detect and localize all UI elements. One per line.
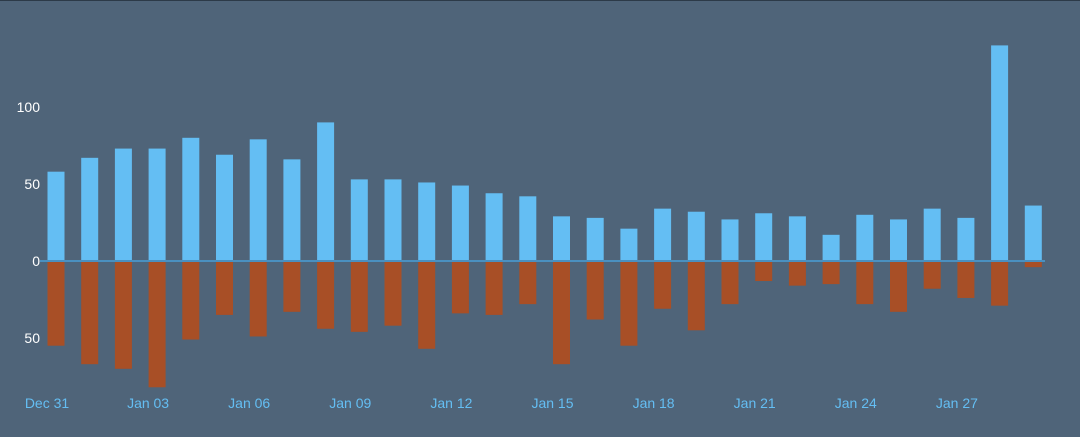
x-tick-label: Dec 31 xyxy=(25,395,70,411)
bar-negative-0 xyxy=(47,261,65,346)
bar-positive-7 xyxy=(283,159,301,261)
bar-negative-14 xyxy=(519,261,537,305)
bar-positive-5 xyxy=(216,154,233,261)
bar-positive-16 xyxy=(586,217,604,261)
x-tick-label: Jan 09 xyxy=(329,395,371,411)
bar-positive-4 xyxy=(182,137,200,261)
y-tick-label: 0 xyxy=(32,253,40,269)
bar-positive-9 xyxy=(350,179,368,261)
bar-negative-8 xyxy=(317,261,335,329)
y-tick-label: 50 xyxy=(24,330,40,346)
bar-positive-11 xyxy=(418,182,436,261)
bar-positive-15 xyxy=(553,216,570,261)
bar-positive-23 xyxy=(822,234,840,261)
bar-positive-13 xyxy=(485,193,503,261)
bar-positive-27 xyxy=(957,217,975,261)
bar-negative-18 xyxy=(654,261,672,309)
bar-negative-27 xyxy=(957,261,975,298)
bar-positive-14 xyxy=(519,196,537,261)
x-tick-label: Jan 06 xyxy=(228,395,270,411)
bar-negative-1 xyxy=(81,261,99,365)
bar-negative-3 xyxy=(148,261,166,388)
bar-positive-25 xyxy=(890,219,907,261)
x-tick-label: Jan 21 xyxy=(734,395,776,411)
bar-negative-4 xyxy=(182,261,200,340)
bar-negative-28 xyxy=(991,261,1009,306)
x-tick-label: Jan 03 xyxy=(127,395,169,411)
bar-positive-20 xyxy=(721,219,739,261)
bar-positive-24 xyxy=(856,214,874,261)
bar-positive-0 xyxy=(47,171,65,261)
bar-negative-13 xyxy=(485,261,503,315)
bar-positive-29 xyxy=(1024,205,1042,261)
bar-negative-29 xyxy=(1024,261,1042,268)
y-axis: 100 50 0 50 xyxy=(17,99,41,346)
x-tick-label: Jan 24 xyxy=(835,395,877,411)
bar-negative-24 xyxy=(856,261,874,305)
bar-positive-8 xyxy=(317,122,335,262)
bar-negative-17 xyxy=(620,261,638,346)
bar-negative-26 xyxy=(923,261,941,289)
bar-negative-23 xyxy=(822,261,840,285)
bar-negative-19 xyxy=(687,261,705,331)
bar-negative-10 xyxy=(384,261,402,326)
bar-negative-20 xyxy=(721,261,739,305)
x-tick-label: Jan 27 xyxy=(936,395,978,411)
bar-positive-28 xyxy=(991,45,1009,262)
bar-positive-21 xyxy=(755,213,773,261)
bar-negative-5 xyxy=(216,261,233,315)
bar-negative-12 xyxy=(451,261,469,314)
bar-positive-18 xyxy=(654,208,672,261)
bar-positive-12 xyxy=(451,185,469,261)
bar-negative-6 xyxy=(249,261,267,337)
bar-positive-22 xyxy=(788,216,806,261)
bar-positive-17 xyxy=(620,228,638,261)
bar-negative-16 xyxy=(586,261,604,320)
bar-positive-3 xyxy=(148,148,166,261)
bar-negative-15 xyxy=(553,261,570,365)
bar-positive-2 xyxy=(114,148,132,261)
bar-positive-19 xyxy=(687,211,705,261)
bar-negative-21 xyxy=(755,261,773,282)
bars xyxy=(40,45,1045,388)
bar-negative-25 xyxy=(890,261,907,312)
bar-positive-6 xyxy=(249,139,267,261)
x-tick-label: Jan 18 xyxy=(633,395,675,411)
x-tick-label: Jan 12 xyxy=(430,395,472,411)
bar-positive-26 xyxy=(923,208,941,261)
bar-negative-2 xyxy=(114,261,132,369)
bar-negative-9 xyxy=(350,261,368,332)
bar-negative-22 xyxy=(788,261,806,286)
bar-positive-10 xyxy=(384,179,402,261)
y-tick-label: 100 xyxy=(17,99,41,115)
bar-positive-1 xyxy=(81,157,99,261)
bar-negative-7 xyxy=(283,261,301,312)
x-tick-label: Jan 15 xyxy=(531,395,573,411)
bar-negative-11 xyxy=(418,261,436,349)
y-tick-label: 50 xyxy=(24,176,40,192)
x-axis: Dec 31 Jan 03 Jan 06 Jan 09 Jan 12 Jan 15 Jan … xyxy=(25,395,978,411)
